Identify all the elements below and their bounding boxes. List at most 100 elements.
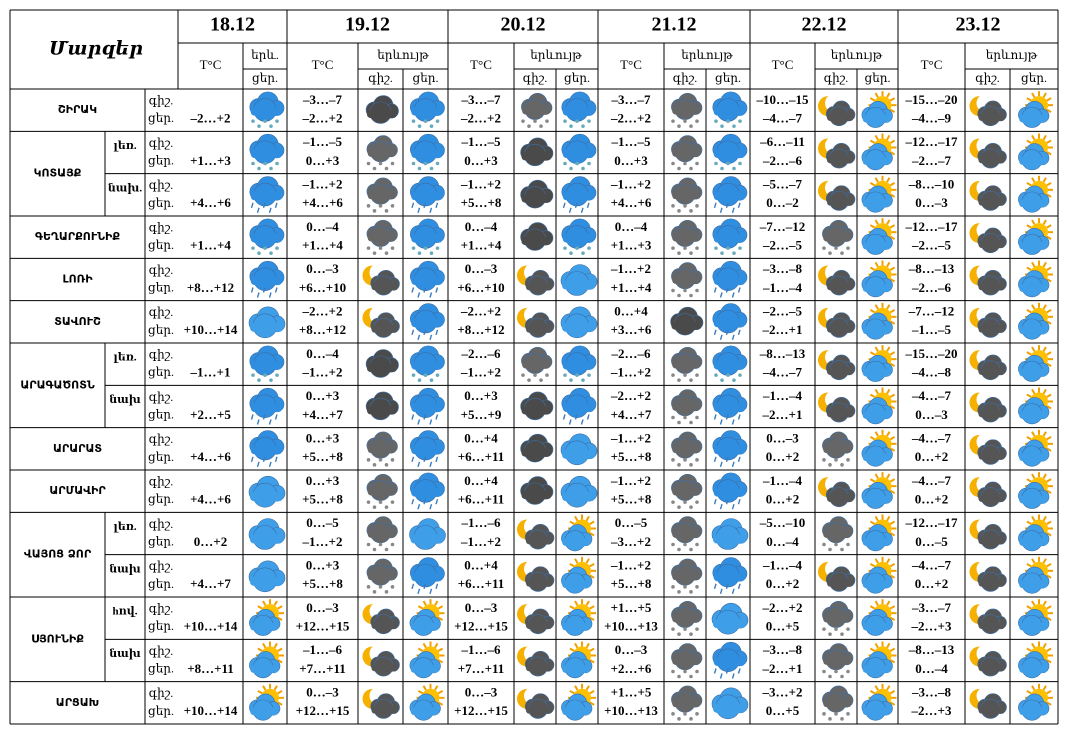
- region-name: ԱՐՑԱԽ: [56, 696, 99, 709]
- weather-icon: [561, 133, 597, 171]
- table-title: Մարզեր: [49, 38, 143, 59]
- sun-ray: [1046, 224, 1052, 229]
- sun-ray: [585, 685, 590, 691]
- snowflake: [257, 378, 261, 382]
- night-temperature: –7…–12: [759, 219, 806, 234]
- sun-ray: [589, 689, 595, 695]
- raindrop: [719, 419, 723, 425]
- sun-ray: [886, 558, 891, 564]
- snowflake: [366, 161, 371, 166]
- sun-ray: [1046, 235, 1052, 241]
- night-temperature: –2…–6: [461, 346, 502, 361]
- day-temperature: +8…+12: [457, 322, 504, 337]
- snowflake: [527, 124, 531, 128]
- night-temperature: 0…–5: [615, 515, 648, 530]
- raindrop: [250, 202, 254, 209]
- night-temperature: –3…–7: [911, 600, 952, 615]
- raindrop: [435, 202, 439, 209]
- weather-icon: [410, 387, 445, 425]
- snowflake: [411, 161, 416, 166]
- snowflake: [695, 373, 699, 377]
- snowflake: [251, 246, 255, 250]
- cloud-part: [1019, 453, 1048, 462]
- cloud-part: [978, 283, 1005, 291]
- day-label: ցեր.: [148, 154, 174, 168]
- raindrop: [435, 583, 439, 590]
- raindrop: [731, 503, 735, 510]
- weather-icon: [861, 472, 897, 509]
- raindrop: [268, 207, 272, 214]
- weather-icon: [712, 218, 748, 255]
- sun-ray: [886, 261, 891, 268]
- sun-ray: [1046, 616, 1052, 622]
- cloud-part: [978, 113, 1005, 121]
- weather-icon: [366, 135, 398, 171]
- snowflake: [269, 124, 273, 128]
- day-temperature: +5…+8: [302, 449, 343, 464]
- cloud-part: [713, 703, 746, 713]
- sun-ray: [1046, 139, 1052, 144]
- cloud-part: [562, 665, 591, 673]
- raindrop: [411, 202, 415, 209]
- weather-icon: [1018, 514, 1053, 552]
- raindrop: [737, 202, 741, 209]
- sun-ray: [1046, 320, 1052, 325]
- date-header: 23.12: [956, 14, 1001, 36]
- night-temperature: 0…+3: [306, 388, 340, 403]
- raindrop: [725, 287, 729, 293]
- snowflake: [671, 627, 675, 631]
- snowflake: [275, 161, 279, 166]
- cloud-part: [411, 572, 443, 582]
- weather-icon: [712, 260, 748, 298]
- day-temperature: +7…+11: [299, 661, 346, 676]
- day-label: ցեր.: [148, 196, 174, 210]
- snowflake: [683, 204, 687, 208]
- weather-icon: [517, 644, 555, 677]
- weather-icon: [671, 135, 703, 171]
- cloud-part: [713, 149, 746, 158]
- phenomenon-header: երևույթ: [377, 48, 429, 62]
- sun-ray: [569, 562, 575, 568]
- snowflake: [726, 373, 730, 377]
- raindrop: [423, 414, 427, 420]
- day-temperature: 0…+2: [766, 491, 799, 506]
- night-temperature: –4…–7: [911, 431, 952, 446]
- raindrop: [713, 202, 717, 209]
- cloud-part: [978, 706, 1005, 714]
- snowflake: [689, 674, 693, 679]
- weather-icon: [822, 643, 854, 679]
- sun-ray: [277, 689, 283, 695]
- sun-ray: [1046, 701, 1052, 706]
- snowflake: [683, 712, 687, 716]
- snowflake: [683, 627, 687, 631]
- sun-ray: [874, 134, 879, 141]
- snowflake: [569, 166, 573, 171]
- weather-icon: [861, 641, 897, 679]
- snowflake: [677, 505, 681, 509]
- snowflake: [539, 124, 543, 128]
- raindrop: [417, 334, 421, 341]
- night-temperature: –5…–7: [762, 177, 803, 192]
- snowflake: [378, 246, 383, 250]
- snowflake: [695, 500, 699, 504]
- sub-zone: նախ: [109, 394, 141, 406]
- snowflake: [738, 161, 742, 166]
- snowflake: [384, 505, 389, 509]
- snowflake: [429, 124, 434, 128]
- snowflake: [683, 246, 687, 250]
- snowflake: [695, 246, 699, 250]
- snowflake: [521, 119, 525, 123]
- sun-ray: [1042, 304, 1047, 310]
- weather-icon: [822, 685, 854, 721]
- cloud-part: [250, 665, 279, 673]
- snowflake: [575, 161, 579, 166]
- snowflake: [732, 378, 736, 382]
- snowflake: [390, 204, 395, 208]
- snowflake: [435, 246, 440, 250]
- snowflake: [683, 585, 687, 589]
- day-temperature: 0…+2: [766, 576, 799, 591]
- cloud-part: [526, 664, 553, 672]
- snowflake: [575, 119, 579, 123]
- snowflake: [828, 463, 832, 467]
- cloud-part: [671, 321, 702, 330]
